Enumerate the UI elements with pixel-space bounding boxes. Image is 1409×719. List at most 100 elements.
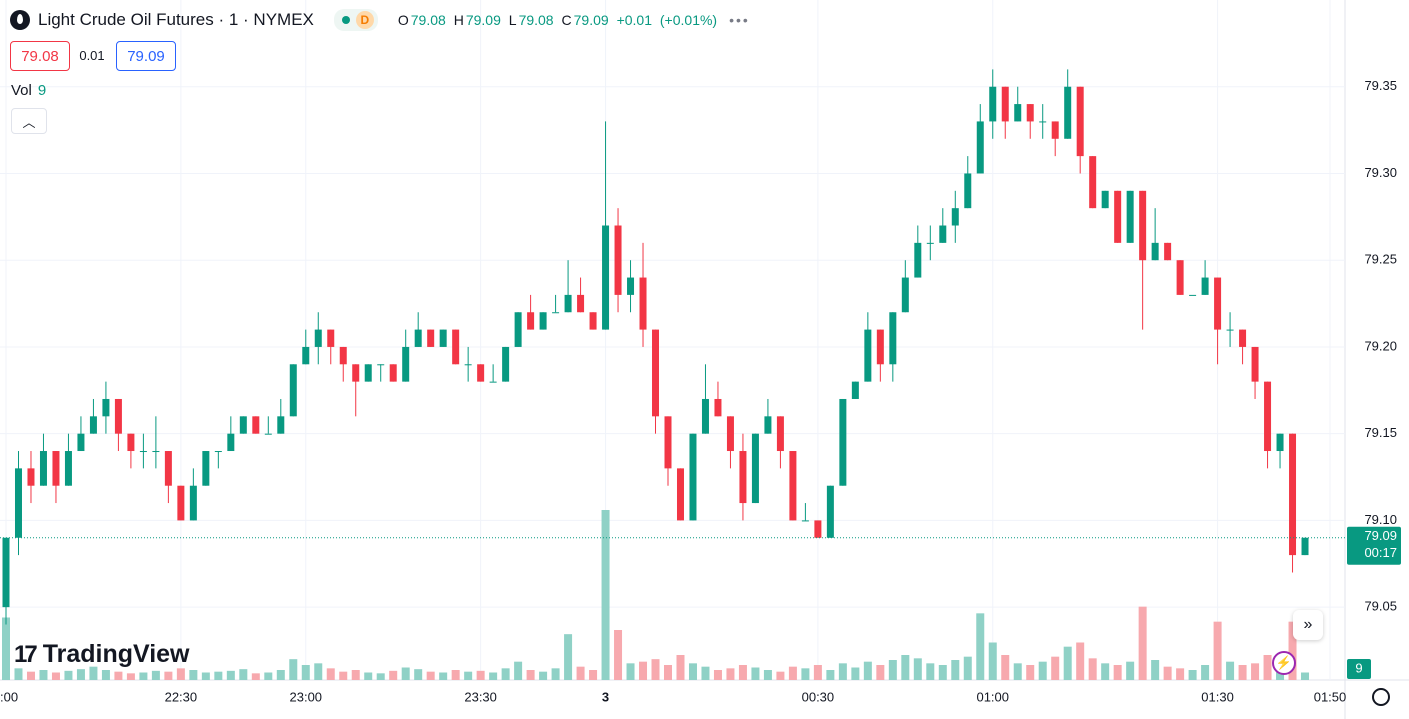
collapse-button[interactable]: ︿ <box>11 108 47 134</box>
candle-body <box>327 329 335 347</box>
high-value: 79.09 <box>465 12 501 28</box>
volume-bar <box>326 668 335 680</box>
alert-button[interactable]: ⚡ <box>1272 651 1296 675</box>
candle-body <box>1151 242 1159 261</box>
volume-bar <box>501 668 510 680</box>
volume-bar <box>489 672 498 680</box>
volume-bar <box>114 671 123 680</box>
volume-bar <box>1188 670 1197 680</box>
volume-bar <box>1263 655 1272 680</box>
candle-body <box>189 485 197 521</box>
candle-body <box>127 433 135 452</box>
volume-bar <box>26 671 35 680</box>
candle-body <box>714 398 722 417</box>
volume-bar <box>64 670 73 680</box>
volume-tag-label: 9 <box>1355 660 1362 675</box>
volume-bar <box>813 665 822 680</box>
candle-body <box>976 121 984 174</box>
y-tick-label: 79.05 <box>1364 599 1397 614</box>
volume-bar <box>938 665 947 680</box>
volume-bar <box>701 666 710 680</box>
candle-body <box>652 329 660 417</box>
candle-body <box>939 225 947 243</box>
candle-body <box>614 225 622 295</box>
volume-bar <box>39 670 48 680</box>
last-price-label: 79.09 <box>1364 528 1397 543</box>
candle-body <box>52 451 60 486</box>
delay-badge: D <box>355 11 374 29</box>
volume-bar <box>339 671 348 680</box>
candle-body <box>951 208 959 226</box>
volume-bar <box>1101 663 1110 680</box>
volume-bar <box>688 663 697 680</box>
low-value: 79.08 <box>518 12 554 28</box>
volume-bar <box>1026 665 1035 680</box>
candle-body <box>1064 86 1072 139</box>
volume-bar <box>89 666 98 680</box>
candle-body <box>552 312 560 314</box>
candle-body <box>776 416 784 452</box>
close-label: C <box>561 12 572 28</box>
volume-bar <box>464 671 473 680</box>
last-price-tag <box>1347 526 1401 565</box>
candle-body <box>739 451 747 504</box>
candle-body <box>1026 104 1034 122</box>
volume-bar <box>526 670 535 680</box>
scroll-forward-button[interactable]: » <box>1293 610 1323 640</box>
volume-bar <box>176 668 185 680</box>
candle-body <box>751 433 759 504</box>
volume-legend: Vol 9 <box>11 82 46 99</box>
candle-body <box>1126 190 1134 243</box>
bid-box[interactable]: 79.08 <box>10 41 70 71</box>
low-label: L <box>508 12 517 28</box>
candle-body <box>826 485 834 538</box>
volume-bar <box>601 510 610 680</box>
status-badge[interactable]: D <box>333 9 378 31</box>
volume-bar <box>389 670 398 680</box>
candle-body <box>489 381 497 383</box>
x-tick-label: 3 <box>602 689 609 704</box>
volume-bar <box>838 663 847 680</box>
symbol-title[interactable]: Light Crude Oil Futures · 1 · NYMEX <box>38 10 314 29</box>
candle-body <box>1201 277 1209 295</box>
candle-body <box>239 416 247 434</box>
candle-body <box>789 451 797 521</box>
volume-bar <box>876 665 885 680</box>
settings-button[interactable] <box>1372 688 1390 706</box>
candle-body <box>527 312 535 330</box>
volume-bar <box>539 671 548 680</box>
volume-bar <box>751 667 760 680</box>
candle-body <box>14 468 22 538</box>
candle-body <box>764 416 772 434</box>
logo-text: TradingView <box>42 640 190 668</box>
open-label: O <box>397 12 409 28</box>
volume-bar <box>1013 663 1022 680</box>
x-tick-label: 01:00 <box>976 689 1009 704</box>
candle-body <box>889 312 897 365</box>
y-tick-label: 79.25 <box>1364 252 1397 267</box>
candle-body <box>139 451 147 453</box>
candle-body <box>1114 190 1122 243</box>
volume-bar <box>301 665 310 680</box>
x-tick-label: 00:30 <box>802 689 835 704</box>
more-button[interactable]: ••• <box>729 12 750 28</box>
volume-bar <box>364 672 373 680</box>
volume-bar <box>664 665 672 680</box>
volume-bar <box>713 670 722 680</box>
volume-bar <box>101 670 110 680</box>
candle-body <box>1164 242 1172 261</box>
status-dot <box>341 16 350 24</box>
volume-bar <box>576 666 585 680</box>
candle-body <box>914 242 922 278</box>
ask-box[interactable]: 79.09 <box>116 41 176 71</box>
volume-bar <box>201 672 210 680</box>
candle-body <box>427 329 435 347</box>
candle-body <box>1239 329 1247 347</box>
ohlc-values: O 79.08 H 79.09 L 79.08 C 79.09 +0.01 (+0.01… <box>398 12 717 28</box>
volume-bar <box>801 668 810 680</box>
volume-bar <box>1201 665 1210 680</box>
volume-bar <box>1288 621 1297 680</box>
volume-bar <box>289 659 298 680</box>
candle-body <box>477 364 485 382</box>
